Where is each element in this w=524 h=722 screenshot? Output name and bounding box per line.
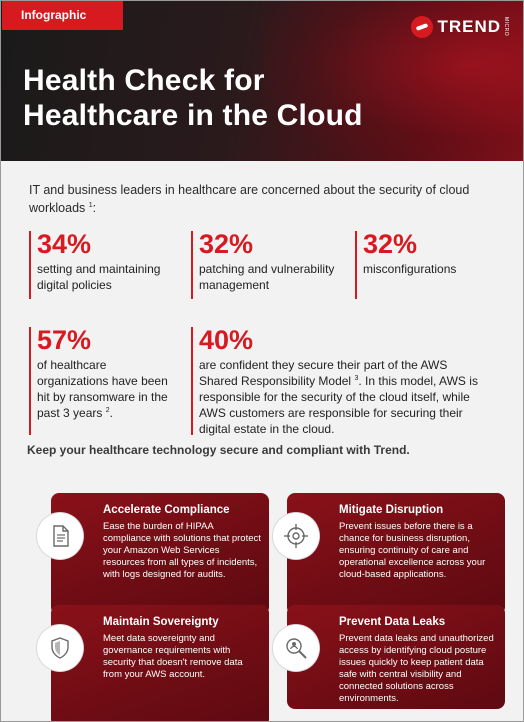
header-glow xyxy=(263,1,523,161)
title-line-1: Health Check for xyxy=(23,64,265,97)
stat-label: setting and maintaining digital policies xyxy=(37,262,161,292)
card-body: Ease the burden of HIPAA compliance with… xyxy=(103,521,261,580)
card-mitigate-disruption: Mitigate Disruption Prevent issues befor… xyxy=(273,493,505,615)
stat-aws-confidence: 40% are confident they secure their part… xyxy=(191,325,481,437)
stat-label-text-2: . In this model, AWS is responsible for … xyxy=(199,374,478,436)
stat-label: are confident they secure their part of … xyxy=(199,357,481,437)
stat-policies: 34% setting and maintaining digital poli… xyxy=(29,229,185,299)
stat-label: patching and vulnerability management xyxy=(199,262,335,292)
infographic-tag: Infographic xyxy=(2,1,123,30)
card-title: Prevent Data Leaks xyxy=(339,616,446,628)
card-maintain-sovereignty: Maintain Sovereignty Meet data sovereign… xyxy=(37,605,269,721)
stat-ref: 3 xyxy=(354,375,359,382)
intro-body: IT and business leaders in healthcare ar… xyxy=(29,183,470,215)
stat-label: misconfigurations xyxy=(363,262,457,276)
card-accelerate-compliance: Accelerate Compliance Ease the burden of… xyxy=(37,493,269,615)
trend-logo: TREND MICRO xyxy=(411,15,509,39)
shield-icon xyxy=(37,625,83,671)
title-line-2: Healthcare in the Cloud xyxy=(23,99,363,132)
card-prevent-data-leaks: Prevent Data Leaks Prevent data leaks an… xyxy=(273,605,505,709)
document-icon xyxy=(37,513,83,559)
stat-value: 32% xyxy=(363,229,418,259)
stat-misconfigurations: 32% misconfigurations xyxy=(355,229,513,299)
stat-ransomware: 57% of healthcare organizations have bee… xyxy=(29,325,177,435)
stat-value: 57% xyxy=(37,325,92,355)
brand-sub: MICRO xyxy=(503,17,509,37)
stat-label: of healthcare organizations have been hi… xyxy=(37,357,177,421)
page-title: Health Check for Healthcare in the Cloud xyxy=(23,63,363,133)
cta-text: Keep your healthcare technology secure a… xyxy=(27,443,410,457)
card-body: Prevent data leaks and unauthorized acce… xyxy=(339,633,494,704)
card-body: Prevent issues before there is a chance … xyxy=(339,521,486,580)
stat-label-text: are confident they secure their part of … xyxy=(199,358,448,388)
card-title: Mitigate Disruption xyxy=(339,504,444,516)
stat-label-end: . xyxy=(109,406,113,420)
card-title: Accelerate Compliance xyxy=(103,504,230,516)
stat-patching: 32% patching and vulnerability managemen… xyxy=(191,229,349,299)
stat-value: 34% xyxy=(37,229,92,259)
stat-ref: 2 xyxy=(105,407,110,414)
card-body: Meet data sovereignty and governance req… xyxy=(103,633,243,680)
stat-label-text: of healthcare organizations have been hi… xyxy=(37,358,168,420)
brand-name: TREND xyxy=(437,17,501,36)
magnifier-icon xyxy=(273,625,319,671)
card-title: Maintain Sovereignty xyxy=(103,616,219,628)
intro-suffix: : xyxy=(92,201,97,215)
header-banner: Infographic TREND MICRO Health Check for… xyxy=(1,1,523,161)
intro-ref: 1 xyxy=(88,201,93,209)
trend-logo-mark-icon xyxy=(411,16,434,38)
stat-value: 32% xyxy=(199,229,254,259)
crosshair-icon xyxy=(273,513,319,559)
intro-text: IT and business leaders in healthcare ar… xyxy=(29,181,499,217)
stat-value: 40% xyxy=(199,325,254,355)
